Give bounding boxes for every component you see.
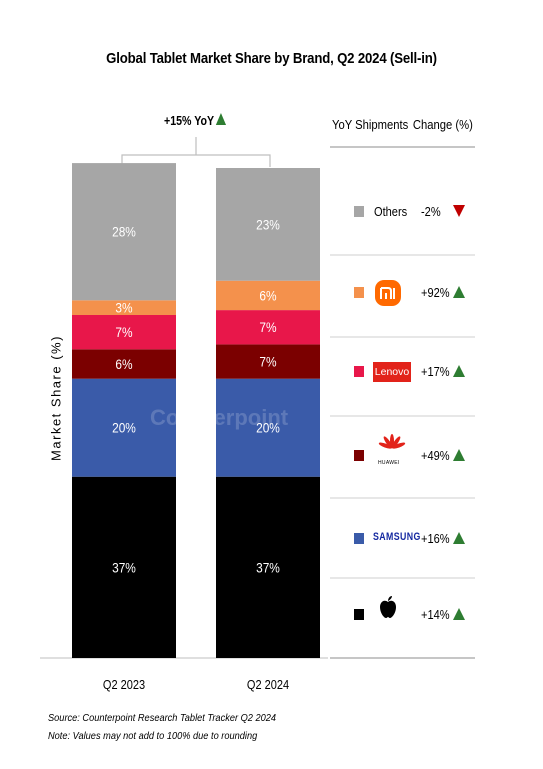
data-label-xiaomi-1: 3% [115,300,133,316]
legend-change-others: -2% [421,204,441,219]
legend-change-huawei: +49% [421,448,450,463]
bar-segment-huawei-1 [72,349,176,379]
samsung-logo-icon: SAMSUNG [373,531,421,543]
y-axis-label: Market Share (%) [48,335,64,461]
bar-segment-others-2 [216,168,320,281]
data-label-others-1: 28% [112,224,136,240]
legend-swatch-samsung [354,533,364,544]
apple-logo-icon [380,596,396,618]
up-arrow-icon [453,286,465,298]
data-label-others-2: 23% [256,216,280,232]
legend-change-xiaomi: +92% [421,285,450,300]
legend-change-apple: +14% [421,607,450,622]
yoy-growth-label: +15% YoY [164,113,227,128]
data-label-lenovo-1: 7% [115,324,133,340]
legend-swatch-others [354,206,364,217]
note-footnote: Note: Values may not add to 100% due to … [48,730,258,742]
data-label-apple-2: 37% [256,559,280,575]
legend-change-lenovo: +17% [421,364,450,379]
xiaomi-logo-icon [375,280,401,306]
huawei-logo-icon [378,434,406,449]
data-label-apple-1: 37% [112,559,136,575]
bar-segment-apple-2 [216,476,320,658]
up-arrow-icon [453,532,465,544]
down-arrow-icon [453,205,465,217]
data-label-huawei-1: 6% [115,356,133,372]
bar-segment-apple-1 [72,476,176,658]
legend-header-change: Change (%) [412,118,473,132]
bar-segment-huawei-2 [216,344,320,379]
bar-segment-samsung-1 [72,378,176,477]
legend-item-lenovo: Lenovo +17% [338,357,478,387]
source-footnote: Source: Counterpoint Research Tablet Tra… [48,712,277,724]
up-arrow-icon [453,365,465,377]
bar-segment-xiaomi-1 [72,300,176,315]
data-label-lenovo-2: 7% [259,319,277,335]
bar-segment-lenovo-1 [72,315,176,350]
chart-title: Global Tablet Market Share by Brand, Q2 … [106,50,437,67]
legend-swatch-xiaomi [354,287,364,298]
lenovo-logo-icon: Lenovo [373,362,411,382]
legend-swatch-huawei [354,450,364,461]
legend-item-xiaomi: +92% [338,278,478,308]
bar-segment-lenovo-2 [216,310,320,345]
data-label-samsung-1: 20% [112,420,136,436]
legend-name-others: Others [374,204,408,219]
bar-segment-others-1 [72,163,176,301]
legend-header-shipments: YoY Shipments [332,118,409,132]
x-tick-label-q2-2024: Q2 2024 [246,678,290,692]
huawei-logo-text: HUAWEI [378,460,400,466]
legend-header: YoY Shipments Change (%) [332,118,473,132]
data-label-huawei-2: 7% [259,354,277,370]
legend-swatch-lenovo [354,366,364,377]
legend-item-others: Others -2% [338,197,478,227]
legend-swatch-apple [354,609,364,620]
up-arrow-icon [215,113,227,125]
up-arrow-icon [453,608,465,620]
data-label-samsung-2: 20% [256,420,280,436]
bar-segment-xiaomi-2 [216,280,320,311]
legend-item-huawei: HUAWEI +49% [338,434,478,471]
watermark: Counterpoint [150,405,289,430]
data-label-xiaomi-2: 6% [259,287,277,303]
legend-item-samsung: SAMSUNG +16% [338,524,478,554]
yoy-growth-text: +15% YoY [164,114,215,128]
legend-change-samsung: +16% [421,531,450,546]
bar-segment-samsung-2 [216,378,320,477]
legend-item-apple: +14% [338,596,478,630]
up-arrow-icon [453,449,465,461]
x-tick-label-q2-2023: Q2 2023 [102,678,146,692]
